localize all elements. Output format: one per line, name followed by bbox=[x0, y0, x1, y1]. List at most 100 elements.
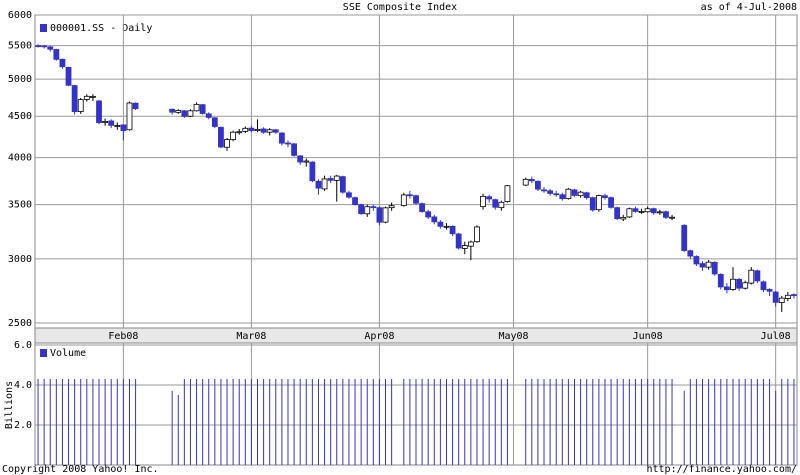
candle-body bbox=[553, 193, 560, 196]
candle-body bbox=[547, 190, 554, 194]
candle-body bbox=[224, 139, 230, 148]
y-tick-label: 4.0 bbox=[14, 380, 32, 391]
y-tick-label: 3000 bbox=[8, 254, 32, 265]
candle-body bbox=[260, 128, 267, 133]
candle-body bbox=[595, 195, 602, 211]
candle-body bbox=[559, 194, 566, 200]
y-tick-label: 4500 bbox=[8, 111, 32, 122]
candle-body bbox=[327, 178, 334, 181]
copyright: Copyright 2008 Yahoo! Inc. bbox=[2, 464, 159, 475]
candle-body bbox=[59, 58, 66, 68]
candle-body bbox=[730, 278, 736, 290]
candle-body bbox=[699, 263, 706, 268]
candle-body bbox=[498, 201, 505, 209]
candle-body bbox=[333, 175, 340, 181]
x-tick-label: Mar08 bbox=[236, 331, 266, 342]
candle-body bbox=[723, 286, 730, 291]
candle-body bbox=[687, 250, 694, 257]
candle-body bbox=[169, 108, 176, 113]
candle-body bbox=[663, 211, 669, 218]
y-tick-label: 4000 bbox=[8, 153, 32, 164]
x-tick-label: Jul08 bbox=[761, 331, 791, 342]
candle-body bbox=[419, 203, 425, 212]
candle-body bbox=[65, 66, 72, 86]
y-tick-label: 2500 bbox=[8, 318, 32, 329]
candle-body bbox=[504, 185, 511, 203]
candle-body bbox=[47, 46, 54, 50]
y-tick-label: 5000 bbox=[8, 74, 32, 85]
volume-axis-label: Billions bbox=[4, 381, 15, 429]
candle-body bbox=[175, 110, 182, 113]
candle-body bbox=[583, 192, 590, 198]
candle-body bbox=[132, 102, 139, 109]
candle-body bbox=[431, 216, 438, 223]
candle-body bbox=[315, 180, 322, 189]
candle-body bbox=[388, 205, 395, 209]
legend-label: Volume bbox=[50, 348, 86, 359]
x-tick-label: May08 bbox=[498, 331, 528, 342]
candle-body bbox=[278, 132, 285, 144]
x-tick-label: Jun08 bbox=[633, 331, 663, 342]
candle-body bbox=[358, 204, 365, 215]
candle-body bbox=[681, 224, 688, 251]
y-tick-label: 2.0 bbox=[14, 420, 32, 431]
candle-body bbox=[449, 225, 456, 235]
candle-body bbox=[370, 206, 377, 209]
candle-body bbox=[492, 199, 499, 208]
candle-body bbox=[541, 189, 547, 192]
candle-body bbox=[126, 102, 133, 131]
candle-body bbox=[650, 208, 657, 214]
candle-body bbox=[339, 176, 346, 193]
candle-body bbox=[778, 297, 785, 303]
candle-body bbox=[669, 216, 675, 219]
legend-label: 000001.SS - Daily bbox=[50, 23, 152, 34]
candle-body bbox=[602, 195, 608, 198]
candle-body bbox=[96, 100, 102, 124]
candle-body bbox=[608, 197, 614, 208]
candle-body bbox=[218, 126, 224, 148]
candle-body bbox=[480, 195, 486, 208]
candle-body bbox=[413, 195, 419, 204]
candle-body bbox=[53, 49, 60, 60]
date-band bbox=[34, 327, 798, 344]
candle-body bbox=[321, 178, 328, 190]
candle-body bbox=[346, 192, 352, 198]
candle-body bbox=[382, 207, 389, 223]
candle-body bbox=[626, 208, 633, 218]
candle-body bbox=[230, 131, 237, 141]
candle-body bbox=[102, 121, 109, 123]
y-tick-label: 5500 bbox=[8, 41, 32, 52]
candle-body bbox=[565, 188, 572, 200]
candle-body bbox=[693, 256, 700, 265]
candle-body bbox=[193, 103, 200, 112]
candle-body bbox=[474, 226, 480, 243]
candle-body bbox=[614, 207, 621, 219]
candle-body bbox=[35, 45, 41, 48]
candle-body bbox=[455, 233, 462, 249]
candle-body bbox=[705, 261, 712, 268]
candle-body bbox=[467, 241, 474, 247]
legend-swatch bbox=[40, 349, 47, 357]
y-tick-label: 6.0 bbox=[14, 340, 32, 351]
candle-body bbox=[291, 143, 297, 156]
candle-body bbox=[266, 129, 273, 133]
candle-body bbox=[589, 197, 596, 211]
as-of-date: as of 4-Jul-2008 bbox=[701, 2, 797, 13]
candle-body bbox=[791, 294, 797, 297]
candle-body bbox=[120, 124, 127, 131]
candle-body bbox=[772, 291, 779, 303]
candle-body bbox=[528, 179, 535, 182]
candle-body bbox=[199, 104, 206, 114]
candle-body bbox=[742, 282, 749, 289]
candle-body bbox=[425, 211, 432, 218]
candle-body bbox=[754, 270, 761, 282]
candle-body bbox=[108, 120, 115, 126]
candle-body bbox=[83, 95, 90, 100]
candle-body bbox=[632, 208, 639, 212]
candle-body bbox=[272, 129, 279, 133]
candle-body bbox=[114, 125, 121, 127]
candle-body bbox=[181, 110, 188, 117]
candle-body bbox=[364, 206, 371, 215]
candle-body bbox=[766, 289, 773, 292]
